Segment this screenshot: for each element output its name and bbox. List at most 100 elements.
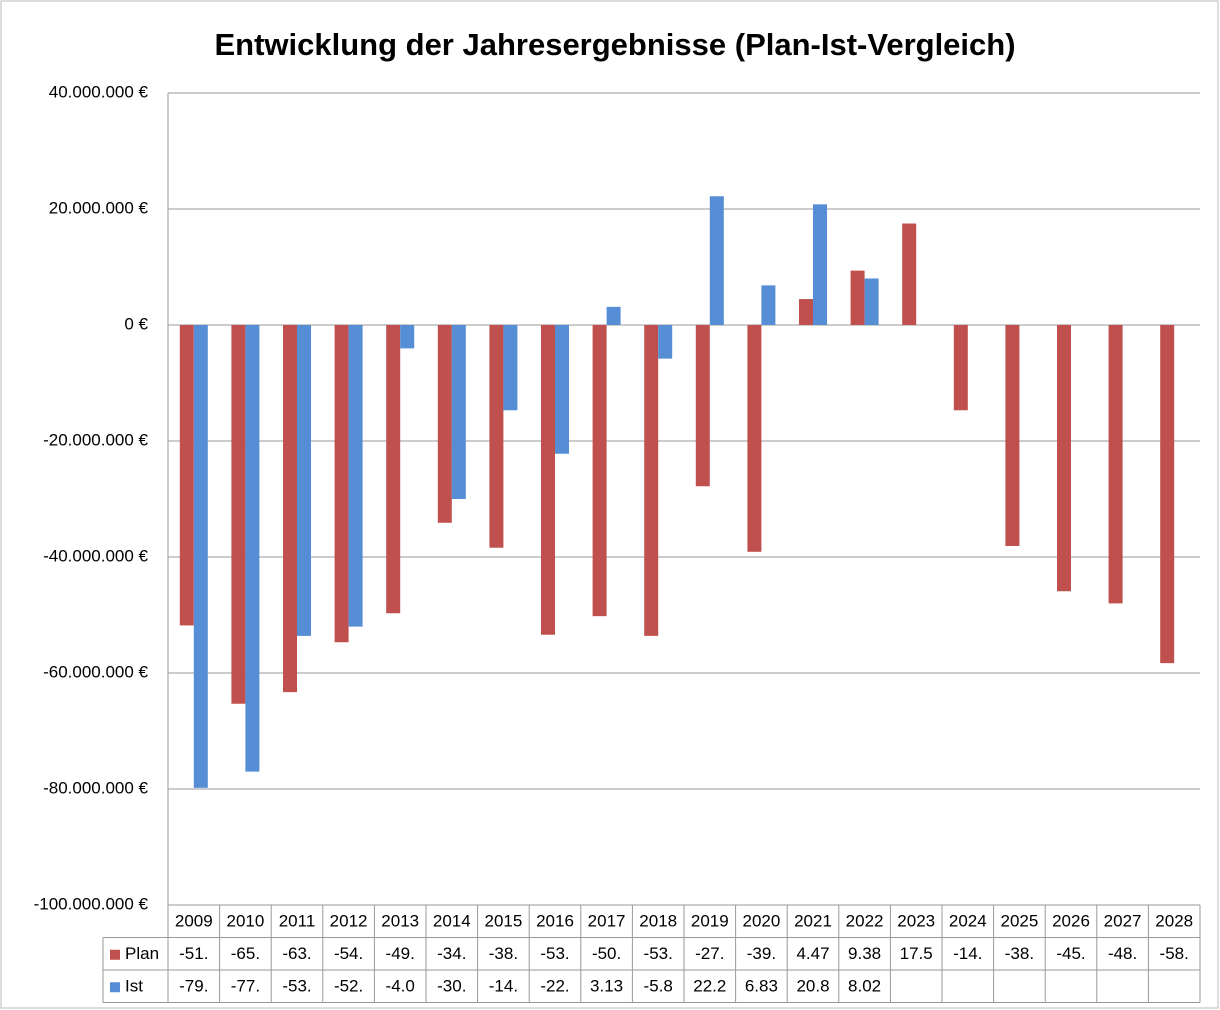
table-value: -45. [1056, 944, 1085, 963]
y-tick-label: -100.000.000 € [34, 894, 149, 913]
bar [1108, 325, 1123, 604]
x-tick-label: 2012 [330, 912, 368, 931]
x-tick-label: 2016 [536, 912, 574, 931]
table-value: -48. [1108, 944, 1137, 963]
y-tick-label: -80.000.000 € [43, 778, 148, 797]
bar [297, 325, 311, 636]
bar [953, 325, 968, 411]
x-tick-label: 2025 [1000, 912, 1038, 931]
table-value: -53. [282, 977, 311, 996]
chart-title: Entwicklung der Jahresergebnisse (Plan-I… [214, 27, 1015, 62]
x-tick-label: 2020 [742, 912, 780, 931]
table-value: -53. [540, 944, 569, 963]
table-value: -4.0 [386, 977, 415, 996]
bar [451, 325, 466, 499]
bar [1160, 325, 1175, 664]
legend-key [110, 982, 120, 993]
bar [231, 325, 246, 704]
bar [1057, 325, 1071, 592]
x-tick-label: 2014 [433, 912, 471, 931]
x-tick-label: 2022 [846, 912, 884, 931]
table-value: -27. [695, 944, 724, 963]
table-value: -79. [179, 977, 208, 996]
x-tick-label: 2028 [1155, 912, 1193, 931]
bar [193, 325, 208, 788]
y-tick-label: -60.000.000 € [43, 662, 148, 681]
table-value: -77. [231, 977, 260, 996]
x-tick-label: 2017 [588, 912, 626, 931]
table-value: -39. [747, 944, 776, 963]
bar [902, 223, 917, 325]
table-value: -22. [540, 977, 569, 996]
x-tick-label: 2023 [897, 912, 935, 931]
bar [606, 306, 621, 325]
table-value: -5.8 [644, 977, 673, 996]
bar [386, 325, 401, 614]
bar [864, 278, 879, 325]
table-value: 6.83 [745, 977, 778, 996]
bar [348, 325, 363, 627]
table-value: -54. [334, 944, 363, 963]
table-value: -30. [437, 977, 466, 996]
table-value: 8.02 [848, 977, 881, 996]
table-value: -38. [489, 944, 518, 963]
table-value: 3.13 [590, 977, 623, 996]
x-tick-label: 2013 [381, 912, 419, 931]
table-value: -58. [1160, 944, 1189, 963]
bar [245, 325, 260, 772]
table-value: 17.5 [900, 944, 933, 963]
table-value: -53. [644, 944, 673, 963]
table-value: -65. [231, 944, 260, 963]
bar [850, 270, 865, 325]
table-value: 22.2 [693, 977, 726, 996]
table-value: 4.47 [796, 944, 829, 963]
bar [555, 325, 569, 454]
legend-label: Plan [125, 944, 159, 963]
table-value: -51. [179, 944, 208, 963]
bar [541, 325, 555, 635]
bar [489, 325, 504, 548]
table-value: -14. [489, 977, 518, 996]
bar [799, 299, 813, 325]
bar [761, 285, 776, 325]
table-value: -63. [282, 944, 311, 963]
table-value: 20.8 [796, 977, 829, 996]
y-tick-label: -20.000.000 € [43, 430, 148, 449]
bar [813, 204, 827, 325]
table-value: -14. [953, 944, 982, 963]
x-tick-label: 2010 [226, 912, 264, 931]
x-tick-label: 2019 [691, 912, 729, 931]
x-tick-label: 2026 [1052, 912, 1090, 931]
bar [437, 325, 452, 523]
bar [658, 325, 673, 359]
y-tick-label: 20.000.000 € [49, 198, 149, 217]
table-value: -50. [592, 944, 621, 963]
bar [179, 325, 194, 626]
bar [503, 325, 518, 411]
y-tick-label: 40.000.000 € [49, 82, 149, 101]
y-tick-label: 0 € [124, 314, 148, 333]
x-tick-label: 2021 [794, 912, 832, 931]
x-tick-label: 2018 [639, 912, 677, 931]
legend-label: Ist [125, 977, 143, 996]
bar [644, 325, 659, 636]
table-value: 9.38 [848, 944, 881, 963]
table-value: -34. [437, 944, 466, 963]
bar [334, 325, 349, 643]
bar [747, 325, 762, 552]
bar [400, 325, 415, 349]
table-value: -38. [1005, 944, 1034, 963]
x-tick-label: 2024 [949, 912, 987, 931]
table-value: -49. [386, 944, 415, 963]
bar [709, 196, 724, 325]
bar [1005, 325, 1020, 546]
table-value: -52. [334, 977, 363, 996]
x-tick-label: 2027 [1104, 912, 1142, 931]
bar [283, 325, 297, 693]
bar [592, 325, 607, 617]
bar [695, 325, 710, 487]
y-tick-label: -40.000.000 € [43, 546, 148, 565]
legend-key [110, 949, 120, 960]
